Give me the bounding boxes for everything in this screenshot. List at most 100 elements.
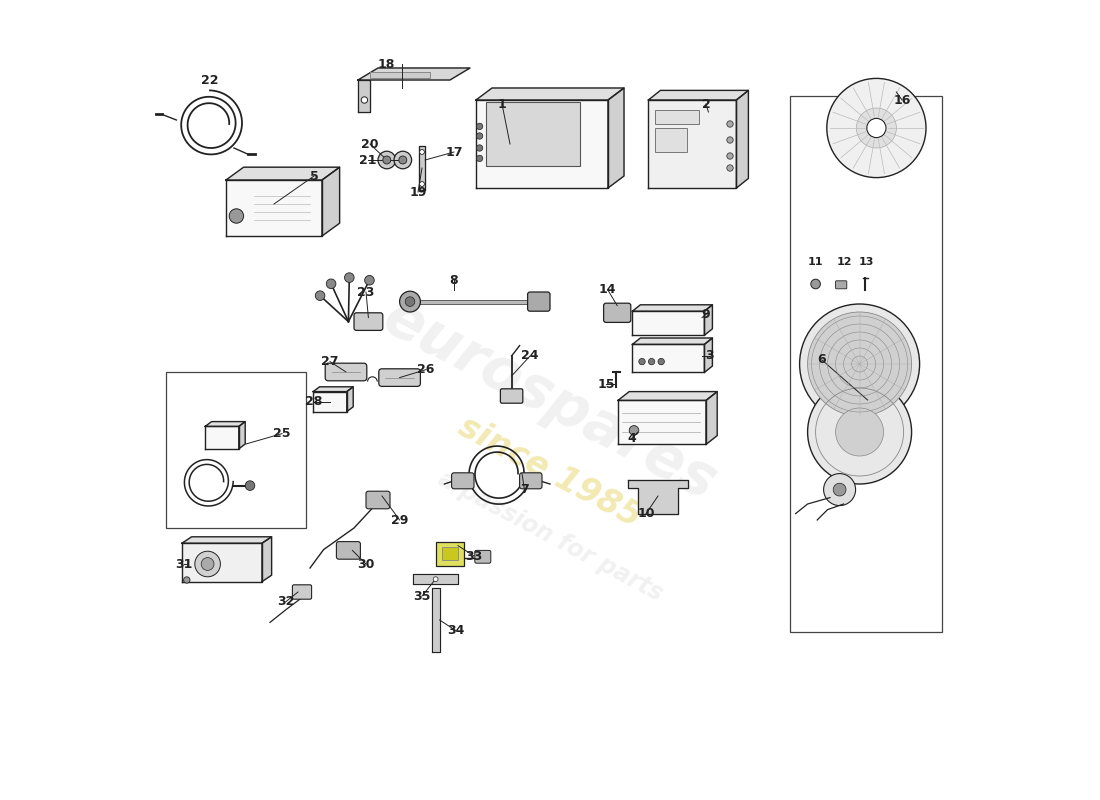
Text: 28: 28 <box>306 395 322 408</box>
Circle shape <box>344 273 354 282</box>
FancyBboxPatch shape <box>326 363 366 381</box>
Text: 4: 4 <box>627 432 636 445</box>
Circle shape <box>639 358 646 365</box>
Circle shape <box>629 426 639 435</box>
Circle shape <box>476 145 483 151</box>
Circle shape <box>727 121 734 127</box>
Polygon shape <box>206 426 239 449</box>
FancyBboxPatch shape <box>370 72 430 78</box>
Circle shape <box>827 78 926 178</box>
Text: 17: 17 <box>446 146 463 158</box>
Polygon shape <box>704 338 713 372</box>
Circle shape <box>807 380 912 484</box>
Circle shape <box>811 279 821 289</box>
Text: since 1985: since 1985 <box>453 410 647 534</box>
Text: 30: 30 <box>358 558 375 570</box>
Polygon shape <box>618 400 706 445</box>
Polygon shape <box>648 90 748 100</box>
Polygon shape <box>632 344 704 372</box>
Polygon shape <box>608 88 624 188</box>
Text: 11: 11 <box>807 258 823 267</box>
FancyBboxPatch shape <box>528 292 550 311</box>
Text: 10: 10 <box>637 507 654 520</box>
Text: 26: 26 <box>417 363 434 376</box>
Polygon shape <box>314 387 353 392</box>
Text: 8: 8 <box>450 274 459 286</box>
Text: 34: 34 <box>447 624 464 637</box>
Circle shape <box>476 123 483 130</box>
Text: 21: 21 <box>359 154 376 166</box>
FancyBboxPatch shape <box>354 313 383 330</box>
Text: 13: 13 <box>859 258 874 267</box>
Polygon shape <box>182 537 272 543</box>
Polygon shape <box>226 167 340 180</box>
Circle shape <box>727 165 734 171</box>
Circle shape <box>245 481 255 490</box>
Text: 19: 19 <box>409 186 427 198</box>
Text: 6: 6 <box>817 354 826 366</box>
Polygon shape <box>632 305 713 311</box>
Circle shape <box>195 551 220 577</box>
Text: 33: 33 <box>465 550 483 562</box>
Circle shape <box>836 408 883 456</box>
Polygon shape <box>648 100 736 188</box>
Polygon shape <box>706 392 717 445</box>
Polygon shape <box>736 90 748 188</box>
FancyBboxPatch shape <box>654 128 686 152</box>
Polygon shape <box>628 480 688 514</box>
Polygon shape <box>632 311 704 335</box>
Text: 23: 23 <box>358 286 375 298</box>
Text: 18: 18 <box>377 58 395 70</box>
Polygon shape <box>358 68 470 80</box>
Polygon shape <box>476 88 624 100</box>
Polygon shape <box>358 80 370 112</box>
Circle shape <box>419 150 425 154</box>
Circle shape <box>316 291 324 301</box>
Text: 7: 7 <box>520 483 529 496</box>
Circle shape <box>800 304 920 424</box>
FancyBboxPatch shape <box>452 473 474 489</box>
Polygon shape <box>346 387 353 411</box>
FancyBboxPatch shape <box>293 585 311 599</box>
Text: 29: 29 <box>390 514 408 526</box>
Text: 14: 14 <box>598 283 616 296</box>
Text: 3: 3 <box>706 350 714 362</box>
FancyBboxPatch shape <box>836 281 847 289</box>
Circle shape <box>833 483 846 496</box>
Circle shape <box>399 291 420 312</box>
FancyBboxPatch shape <box>436 542 464 566</box>
FancyBboxPatch shape <box>442 547 458 560</box>
Text: 16: 16 <box>893 94 911 106</box>
FancyBboxPatch shape <box>486 102 581 166</box>
Polygon shape <box>182 543 262 582</box>
Text: 5: 5 <box>309 170 318 182</box>
FancyBboxPatch shape <box>500 389 522 403</box>
Circle shape <box>378 151 396 169</box>
Text: a passion for parts: a passion for parts <box>433 466 667 606</box>
Text: 15: 15 <box>597 378 615 390</box>
Circle shape <box>476 133 483 139</box>
Text: 32: 32 <box>277 595 295 608</box>
Circle shape <box>648 358 654 365</box>
Polygon shape <box>414 574 458 584</box>
Circle shape <box>405 297 415 306</box>
Circle shape <box>807 312 912 416</box>
Circle shape <box>201 558 214 570</box>
Polygon shape <box>632 338 713 344</box>
Circle shape <box>727 153 734 159</box>
Polygon shape <box>239 422 245 449</box>
Polygon shape <box>226 180 322 236</box>
Polygon shape <box>419 146 426 190</box>
Circle shape <box>857 108 896 148</box>
Circle shape <box>229 209 243 223</box>
Circle shape <box>658 358 664 365</box>
Text: 27: 27 <box>321 355 339 368</box>
Circle shape <box>383 156 390 164</box>
FancyBboxPatch shape <box>604 303 630 322</box>
Text: 24: 24 <box>521 350 539 362</box>
Text: 22: 22 <box>201 74 219 86</box>
Circle shape <box>327 279 336 289</box>
Polygon shape <box>314 392 346 411</box>
Circle shape <box>399 156 407 164</box>
Text: 2: 2 <box>702 98 711 110</box>
